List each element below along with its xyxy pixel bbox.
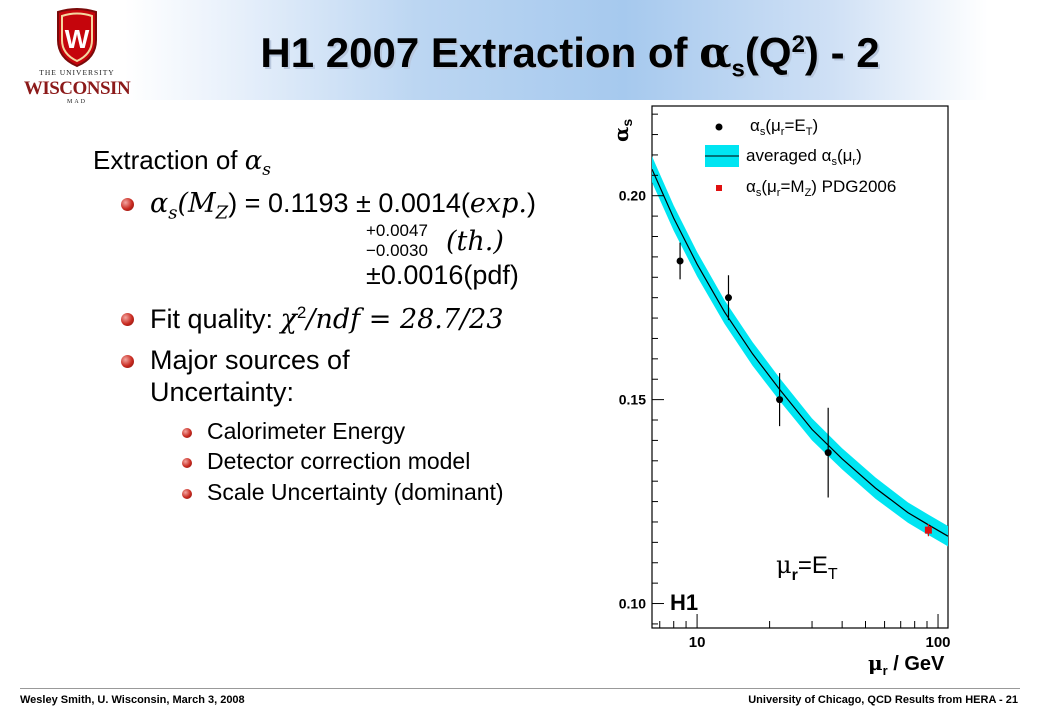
legend-entry-1: αs(μr=ET) — [750, 116, 818, 138]
bullet-icon — [121, 355, 134, 368]
data-point — [724, 294, 732, 302]
list-item: Detector correction model — [207, 448, 471, 474]
y-axis-label: αs — [609, 119, 635, 142]
bullet-icon — [121, 313, 134, 326]
logo-line3: MAD — [66, 99, 87, 105]
x-tick-label: 10 — [689, 634, 706, 651]
legend-entry-2: averaged αs(μr) — [746, 146, 862, 168]
pdg-point — [924, 526, 932, 534]
slide-content: Extraction of αs αs(MZ) = 0.1193 ± 0.001… — [93, 145, 536, 505]
logo-line1: THE UNIVERSITY — [39, 68, 115, 77]
y-tick-label: 0.10 — [619, 596, 646, 612]
bullet-icon — [182, 428, 192, 438]
bullet-icon — [182, 458, 192, 468]
th-minus: −0.0030 — [366, 241, 428, 260]
list-item: Calorimeter Energy — [207, 418, 406, 444]
footer-divider — [20, 688, 1020, 689]
university-logo: W THE UNIVERSITY WISCONSIN MAD — [18, 6, 136, 106]
footer-right: University of Chicago, QCD Results from … — [748, 694, 1018, 706]
data-point — [824, 449, 832, 457]
legend-marker-point — [715, 123, 723, 131]
slide-title: H1 2007 Extraction of αs(Q2) - 2 — [260, 28, 880, 83]
legend-entry-3: αs(μr=MZ) PDG2006 — [746, 177, 896, 199]
bullet-icon — [182, 489, 192, 499]
crest-icon: W — [57, 8, 97, 68]
legend-marker-pdg — [716, 185, 722, 191]
list-item: Scale Uncertainty (dominant) — [207, 479, 504, 505]
pdf-uncertainty: ±0.0016(pdf) — [366, 260, 519, 290]
h1-label: H1 — [670, 590, 698, 615]
x-tick-label: 100 — [926, 634, 951, 651]
th-label: (th.) — [446, 226, 504, 257]
y-tick-label: 0.20 — [619, 188, 646, 204]
data-point — [776, 396, 784, 404]
logo-line2: WISCONSIN — [23, 78, 131, 99]
sources-line1: Major sources of — [150, 345, 350, 375]
averaged-alpha-s-line — [651, 168, 949, 537]
sources-line2: Uncertainty: — [150, 377, 295, 407]
fit-quality: Fit quality: χ2/ndf = 28.7/23 — [150, 303, 504, 335]
svg-text:W: W — [65, 24, 90, 54]
alpha-s-result: αs(MZ) = 0.1193 ± 0.0014(exp.) — [150, 188, 536, 224]
title-band — [0, 0, 1040, 100]
plot-frame — [651, 105, 949, 629]
footer-left: Wesley Smith, U. Wisconsin, March 3, 200… — [20, 694, 245, 706]
th-plus: +0.0047 — [366, 221, 428, 240]
extraction-heading: Extraction of αs — [93, 145, 272, 181]
y-tick-label: 0.15 — [619, 392, 646, 408]
bullet-icon — [121, 198, 134, 211]
x-axis-label: μr / GeV — [868, 651, 945, 678]
data-point — [676, 257, 684, 265]
mu-r-annotation: μr=ET — [776, 551, 838, 584]
